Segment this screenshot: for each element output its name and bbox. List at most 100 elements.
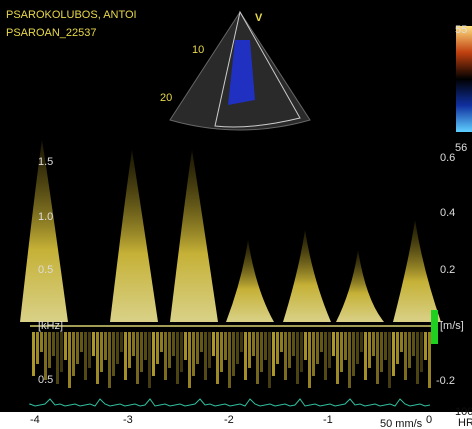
flow-texture [84, 332, 87, 380]
flow-texture [204, 332, 207, 380]
flow-texture [280, 332, 283, 352]
right-label: 0.4 [440, 207, 455, 219]
right-label: 0.2 [440, 264, 455, 276]
left-label: 1.0 [38, 211, 53, 223]
flow-texture [384, 332, 387, 360]
flow-texture [164, 332, 167, 380]
flow-texture [176, 332, 179, 384]
sweep-speed: 50 mm/s [380, 418, 423, 429]
flow-texture [92, 332, 95, 356]
flow-texture [60, 332, 63, 372]
flow-texture [360, 332, 363, 352]
flow-texture [104, 332, 107, 360]
flow-texture [272, 332, 275, 376]
flow-texture [172, 332, 175, 356]
flow-texture [320, 332, 323, 352]
flow-texture [96, 332, 99, 384]
depth-label: 20 [160, 92, 172, 104]
flow-texture [352, 332, 355, 376]
flow-texture [340, 332, 343, 372]
flow-texture [364, 332, 367, 380]
flow-texture [256, 332, 259, 384]
flow-texture [332, 332, 335, 356]
ultrasound-screen: PSAROKOLUBOS, ANTOI PSAROAN_22537 V 10 2… [0, 0, 472, 429]
sector-marker: V [255, 12, 263, 24]
flow-texture [316, 332, 319, 364]
left-label: 0.5 [38, 264, 53, 276]
patient-name: PSAROKOLUBOS, ANTOI [6, 9, 137, 21]
right-label: [m/s] [440, 320, 464, 332]
flow-texture [308, 332, 311, 388]
flow-texture [264, 332, 267, 360]
flow-texture [428, 332, 431, 388]
flow-texture [196, 332, 199, 364]
flow-texture [260, 332, 263, 372]
flow-texture [44, 332, 47, 380]
flow-texture [312, 332, 315, 376]
flow-texture [68, 332, 71, 388]
left-label: 0.5 [38, 374, 53, 386]
color-bar-label: 55 [455, 24, 467, 36]
time-label: -2 [224, 414, 234, 426]
flow-texture [48, 332, 51, 368]
flow-texture [228, 332, 231, 388]
flow-texture [32, 332, 35, 376]
flow-texture [420, 332, 423, 372]
depth-label: 10 [192, 44, 204, 56]
flow-texture [324, 332, 327, 380]
time-label: 0 [426, 414, 432, 426]
flow-texture [124, 332, 127, 380]
flow-texture [80, 332, 83, 352]
patient-id: PSAROAN_22537 [6, 27, 97, 39]
flow-texture [112, 332, 115, 376]
flow-texture [424, 332, 427, 360]
flow-texture [336, 332, 339, 384]
flow-texture [64, 332, 67, 360]
flow-texture [304, 332, 307, 360]
flow-texture [368, 332, 371, 368]
flow-texture [216, 332, 219, 384]
flow-texture [152, 332, 155, 376]
left-label: [kHz] [38, 320, 63, 332]
flow-texture [180, 332, 183, 372]
flow-texture [400, 332, 403, 352]
flow-texture [212, 332, 215, 356]
flow-texture [120, 332, 123, 352]
flow-texture [52, 332, 55, 356]
flow-texture [328, 332, 331, 368]
flow-texture [232, 332, 235, 376]
flow-texture [380, 332, 383, 372]
flow-texture [88, 332, 91, 368]
flow-texture [288, 332, 291, 368]
flow-texture [224, 332, 227, 360]
flow-texture [208, 332, 211, 368]
right-label: 0.6 [440, 152, 455, 164]
flow-texture [128, 332, 131, 368]
flow-texture [388, 332, 391, 388]
flow-texture [108, 332, 111, 388]
flow-texture [240, 332, 243, 352]
time-label: -3 [123, 414, 133, 426]
flow-texture [160, 332, 163, 352]
flow-texture [268, 332, 271, 388]
flow-texture [220, 332, 223, 372]
flow-texture [344, 332, 347, 360]
flow-texture [408, 332, 411, 368]
flow-texture [100, 332, 103, 372]
flow-texture [236, 332, 239, 364]
flow-texture [156, 332, 159, 364]
flow-texture [192, 332, 195, 376]
flow-texture [184, 332, 187, 360]
left-label: 1.5 [38, 156, 53, 168]
flow-texture [372, 332, 375, 356]
flow-texture [188, 332, 191, 388]
flow-texture [252, 332, 255, 356]
baseline-marker [431, 310, 438, 344]
time-label: -4 [30, 414, 40, 426]
flow-texture [200, 332, 203, 352]
flow-texture [276, 332, 279, 364]
flow-texture [300, 332, 303, 372]
flow-texture [136, 332, 139, 384]
flow-texture [292, 332, 295, 356]
color-bar [456, 26, 472, 132]
